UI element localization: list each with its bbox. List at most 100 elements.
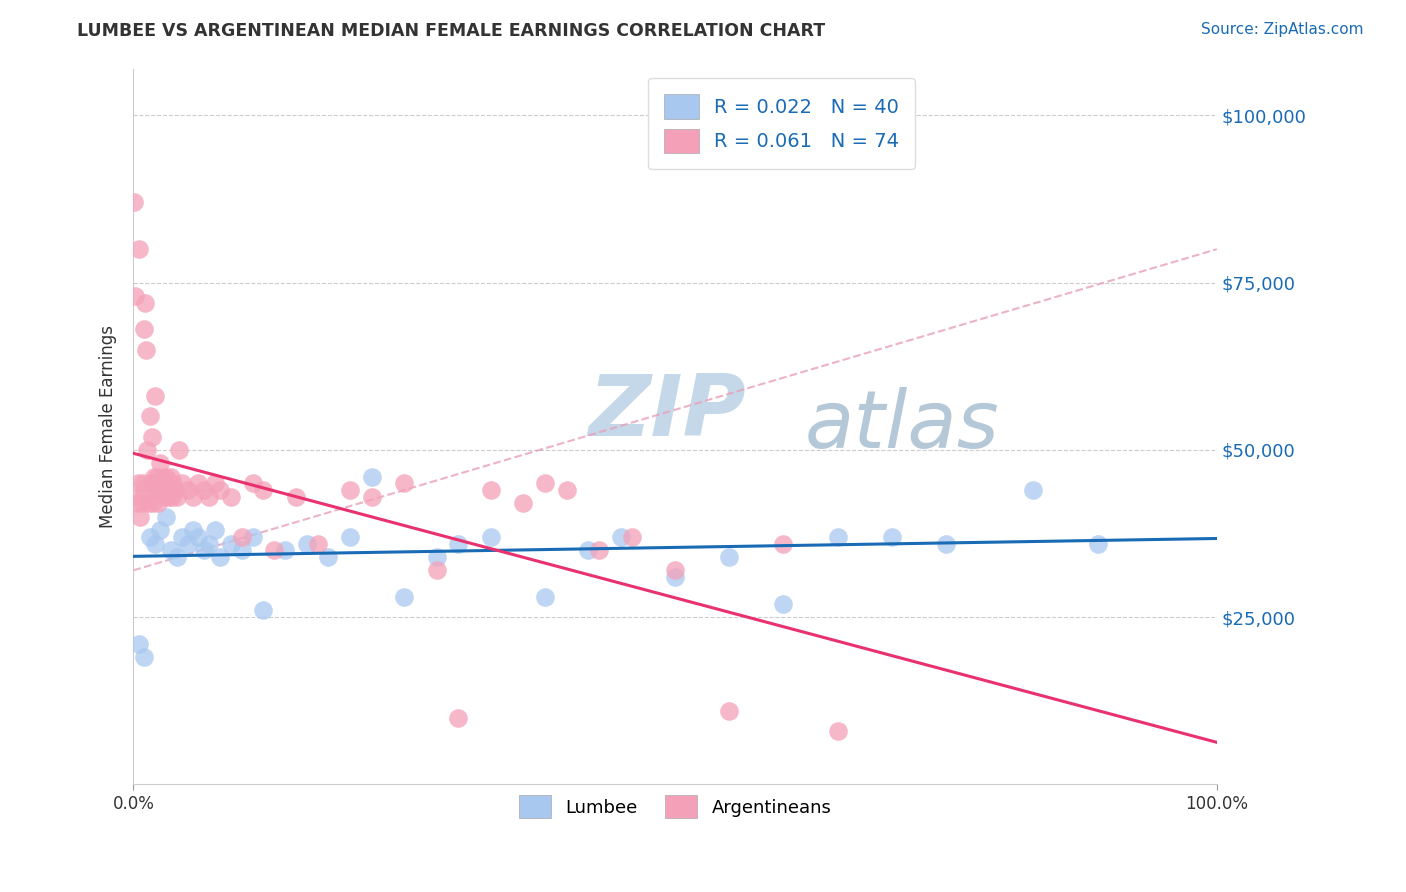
Point [512, 496, 534, 510]
Point [394, 476, 416, 491]
Point [176, 536, 198, 550]
Point [242, 530, 264, 544]
Point [129, 490, 152, 504]
Point [198, 536, 221, 550]
Point [295, 536, 318, 550]
Point [138, 530, 160, 544]
Point [610, 530, 633, 544]
Point [166, 490, 188, 504]
Point [155, 509, 177, 524]
Point [128, 637, 150, 651]
Point [172, 476, 194, 491]
Point [219, 536, 242, 550]
Point [360, 469, 382, 483]
Point [148, 496, 170, 510]
Point [284, 490, 307, 504]
Point [231, 530, 253, 544]
Point [142, 496, 165, 510]
Point [138, 496, 160, 510]
Point [187, 530, 209, 544]
Point [1087, 536, 1109, 550]
Point [148, 483, 170, 497]
Point [167, 442, 190, 457]
Text: LUMBEE VS ARGENTINEAN MEDIAN FEMALE EARNINGS CORRELATION CHART: LUMBEE VS ARGENTINEAN MEDIAN FEMALE EARN… [77, 22, 825, 40]
Point [156, 476, 179, 491]
Point [149, 523, 172, 537]
Point [447, 536, 470, 550]
Point [138, 409, 160, 424]
Point [162, 490, 184, 504]
Point [339, 483, 361, 497]
Point [827, 723, 849, 738]
Point [318, 549, 340, 564]
Point [124, 195, 146, 210]
Point [127, 476, 149, 491]
Point [143, 389, 166, 403]
Point [172, 530, 194, 544]
Point [159, 483, 181, 497]
Point [274, 543, 297, 558]
Point [479, 483, 502, 497]
Point [134, 295, 156, 310]
Point [187, 476, 209, 491]
Point [157, 490, 180, 504]
Text: atlas: atlas [806, 387, 1000, 466]
Point [204, 476, 226, 491]
Point [426, 549, 449, 564]
Point [339, 530, 361, 544]
Point [125, 496, 148, 510]
Point [163, 483, 186, 497]
Point [208, 483, 231, 497]
Point [252, 483, 274, 497]
Point [578, 543, 600, 558]
Point [134, 322, 156, 336]
Point [166, 549, 188, 564]
Point [193, 543, 215, 558]
Point [145, 483, 167, 497]
Point [149, 476, 172, 491]
Point [139, 476, 162, 491]
Point [242, 476, 264, 491]
Point [152, 476, 174, 491]
Point [136, 442, 159, 457]
Point [880, 530, 903, 544]
Point [718, 549, 741, 564]
Point [252, 603, 274, 617]
Point [772, 597, 794, 611]
Point [193, 483, 215, 497]
Point [134, 650, 156, 665]
Text: Source: ZipAtlas.com: Source: ZipAtlas.com [1201, 22, 1364, 37]
Point [447, 710, 470, 724]
Point [219, 490, 242, 504]
Point [143, 476, 166, 491]
Point [588, 543, 610, 558]
Point [772, 536, 794, 550]
Point [555, 483, 578, 497]
Text: ZIP: ZIP [589, 371, 747, 454]
Point [360, 490, 382, 504]
Point [146, 469, 169, 483]
Point [153, 490, 176, 504]
Point [1021, 483, 1043, 497]
Point [181, 523, 204, 537]
Point [263, 543, 285, 558]
Point [231, 543, 253, 558]
Point [162, 476, 184, 491]
Point [208, 549, 231, 564]
Point [935, 536, 957, 550]
Point [534, 590, 557, 604]
Point [149, 456, 172, 470]
Point [176, 483, 198, 497]
Point [155, 483, 177, 497]
Point [142, 469, 165, 483]
Point [664, 570, 686, 584]
Legend: Lumbee, Argentineans: Lumbee, Argentineans [512, 788, 839, 825]
Point [150, 483, 173, 497]
Y-axis label: Median Female Earnings: Median Female Earnings [100, 325, 117, 528]
Point [160, 543, 183, 558]
Point [664, 563, 686, 577]
Point [131, 496, 153, 510]
Point [128, 242, 150, 256]
Point [620, 530, 643, 544]
Point [128, 509, 150, 524]
